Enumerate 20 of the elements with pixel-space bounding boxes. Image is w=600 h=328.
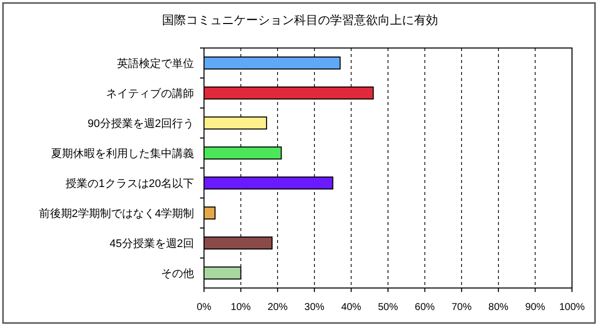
- y-tick-label: その他: [161, 268, 194, 280]
- x-tick-label: 60%: [414, 302, 435, 313]
- x-tick-label: 80%: [488, 302, 509, 313]
- x-tick-label: 90%: [525, 302, 546, 313]
- y-tick-label: 45分授業を週2回: [110, 238, 194, 250]
- chart-title: 国際コミュニケーション科目の学習意欲向上に有効: [162, 13, 438, 27]
- x-tick-label: 20%: [268, 302, 288, 313]
- y-tick-label: 英語検定で単位: [117, 57, 194, 70]
- y-tick-label: 授業の1クラスは20名以下: [66, 177, 194, 190]
- x-tick-label: 100%: [559, 302, 585, 313]
- y-tick-label: 前後期2学期制ではなく4学期制: [38, 207, 194, 220]
- x-tick-label: 70%: [452, 302, 472, 313]
- y-tick-label: ネイティブの講師: [106, 87, 194, 100]
- x-tick-label: 0%: [196, 302, 212, 313]
- y-tick-label: 夏期休暇を利用した集中講義: [51, 147, 194, 160]
- x-tick-label: 40%: [341, 302, 362, 313]
- x-tick-label: 50%: [378, 302, 398, 313]
- x-tick-label: 10%: [230, 302, 251, 313]
- x-tick-label: 30%: [304, 302, 325, 313]
- y-tick-label: 90分授業を週2回行う: [88, 118, 194, 130]
